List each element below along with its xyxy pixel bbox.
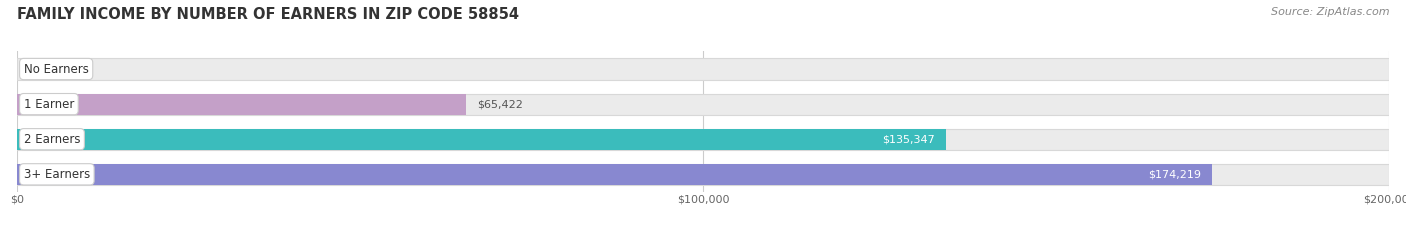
Text: 2 Earners: 2 Earners (24, 133, 80, 146)
Text: No Earners: No Earners (24, 62, 89, 76)
Bar (17, 58, 1389, 80)
Text: $0: $0 (34, 64, 48, 74)
Text: $65,422: $65,422 (477, 99, 523, 109)
Bar (17, 164, 1212, 185)
Text: 1 Earner: 1 Earner (24, 98, 75, 111)
Text: FAMILY INCOME BY NUMBER OF EARNERS IN ZIP CODE 58854: FAMILY INCOME BY NUMBER OF EARNERS IN ZI… (17, 7, 519, 22)
Text: $135,347: $135,347 (882, 134, 935, 144)
Bar (17, 164, 1389, 185)
Text: $174,219: $174,219 (1149, 169, 1201, 179)
Bar (17, 129, 1389, 150)
Text: 3+ Earners: 3+ Earners (24, 168, 90, 181)
Text: Source: ZipAtlas.com: Source: ZipAtlas.com (1271, 7, 1389, 17)
Bar (17, 129, 945, 150)
Bar (17, 94, 1389, 115)
Bar (17, 94, 465, 115)
